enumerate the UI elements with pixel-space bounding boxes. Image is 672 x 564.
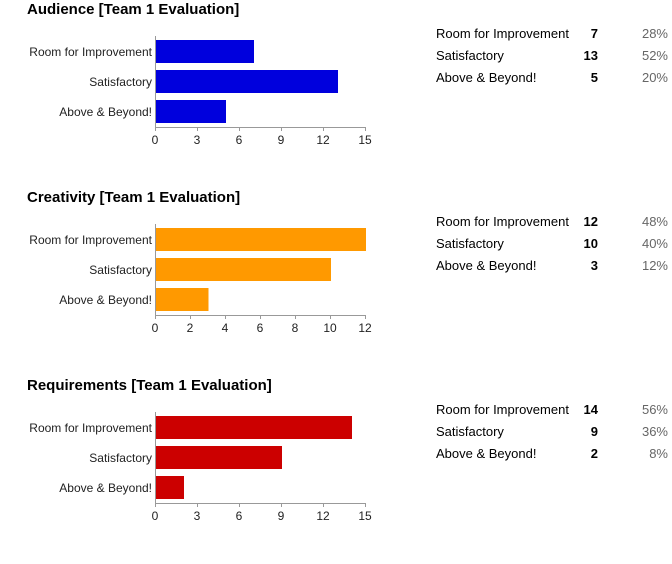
bar[interactable]	[156, 446, 282, 469]
table-row: Satisfactory 9 36%	[436, 424, 668, 446]
category-label: Room for Improvement	[29, 45, 152, 59]
bar[interactable]	[156, 288, 209, 311]
chart-title: Requirements [Team 1 Evaluation]	[27, 377, 272, 394]
response-percent: 12%	[641, 258, 668, 273]
chart-title: Creativity [Team 1 Evaluation]	[27, 189, 241, 206]
category-label: Room for Improvement	[29, 233, 152, 247]
option-label: Satisfactory	[436, 236, 504, 251]
question-summary: Requirements [Team 1 Evaluation] Room for…	[0, 376, 672, 564]
response-table: Room for Improvement 7 28% Satisfactory 13 52…	[436, 26, 668, 92]
tick-label: 12	[316, 509, 330, 523]
bar[interactable]	[156, 70, 338, 93]
tick-label: 2	[187, 321, 194, 335]
table-row: Satisfactory 13 52%	[436, 48, 668, 70]
table-row: Above & Beyond! 2 8%	[436, 446, 668, 468]
response-percent: 52%	[641, 48, 668, 63]
option-label: Satisfactory	[436, 48, 504, 63]
bar[interactable]	[156, 40, 254, 63]
table-row: Satisfactory 10 40%	[436, 236, 668, 258]
response-count: 5	[590, 70, 598, 85]
table-row: Room for Improvement 12 48%	[436, 214, 668, 236]
tick-label: 4	[222, 321, 229, 335]
response-count: 14	[583, 402, 598, 417]
tick-label: 3	[194, 509, 201, 523]
bar[interactable]	[156, 228, 366, 251]
bar-chart: Room for Improvement Satisfactory Above & …	[29, 36, 372, 147]
chart-title: Audience [Team 1 Evaluation]	[27, 1, 240, 18]
category-label: Satisfactory	[89, 451, 152, 465]
bar-chart: Room for Improvement Satisfactory Above & …	[29, 412, 372, 523]
response-table: Room for Improvement 12 48% Satisfactory 10 4…	[436, 214, 668, 280]
option-label: Above & Beyond!	[436, 258, 537, 273]
bar[interactable]	[156, 416, 352, 439]
tick-label: 0	[152, 509, 159, 523]
category-label: Above & Beyond!	[59, 481, 152, 495]
tick-label: 0	[152, 321, 159, 335]
response-count: 2	[590, 446, 598, 461]
tick-label: 9	[278, 509, 285, 523]
response-percent: 28%	[641, 26, 668, 41]
table-row: Above & Beyond! 5 20%	[436, 70, 668, 92]
tick-label: 6	[236, 509, 243, 523]
table-row: Room for Improvement 7 28%	[436, 26, 668, 48]
response-percent: 8%	[649, 446, 668, 461]
tick-label: 15	[358, 133, 372, 147]
question-summary: Audience [Team 1 Evaluation] Room for Imp…	[0, 0, 672, 188]
category-label: Room for Improvement	[29, 421, 152, 435]
question-summary: Creativity [Team 1 Evaluation] Room for I…	[0, 188, 672, 376]
option-label: Above & Beyond!	[436, 446, 537, 461]
category-label: Satisfactory	[89, 75, 152, 89]
bar[interactable]	[156, 258, 331, 281]
category-label: Above & Beyond!	[59, 293, 152, 307]
option-label: Above & Beyond!	[436, 70, 537, 85]
bar[interactable]	[156, 100, 226, 123]
response-count: 7	[590, 26, 598, 41]
table-row: Above & Beyond! 3 12%	[436, 258, 668, 280]
response-percent: 40%	[641, 236, 668, 251]
response-percent: 36%	[641, 424, 668, 439]
option-label: Room for Improvement	[436, 26, 569, 41]
response-count: 10	[583, 236, 598, 251]
tick-label: 3	[194, 133, 201, 147]
response-percent: 56%	[641, 402, 668, 417]
response-percent: 48%	[641, 214, 668, 229]
response-count: 12	[583, 214, 598, 229]
option-label: Room for Improvement	[436, 402, 569, 417]
tick-label: 0	[152, 133, 159, 147]
option-label: Room for Improvement	[436, 214, 569, 229]
tick-label: 15	[358, 509, 372, 523]
table-row: Room for Improvement 14 56%	[436, 402, 668, 424]
tick-label: 6	[236, 133, 243, 147]
response-count: 13	[583, 48, 598, 63]
bar-chart: Room for Improvement Satisfactory Above & …	[29, 224, 372, 335]
tick-label: 6	[257, 321, 264, 335]
category-label: Above & Beyond!	[59, 105, 152, 119]
tick-label: 12	[358, 321, 372, 335]
category-label: Satisfactory	[89, 263, 152, 277]
response-percent: 20%	[641, 70, 668, 85]
bar[interactable]	[156, 476, 184, 499]
tick-label: 12	[316, 133, 330, 147]
response-count: 9	[590, 424, 598, 439]
option-label: Satisfactory	[436, 424, 504, 439]
tick-label: 8	[292, 321, 299, 335]
response-table: Room for Improvement 14 56% Satisfactory 9 36…	[436, 402, 668, 468]
response-count: 3	[590, 258, 598, 273]
tick-label: 10	[323, 321, 337, 335]
tick-label: 9	[278, 133, 285, 147]
